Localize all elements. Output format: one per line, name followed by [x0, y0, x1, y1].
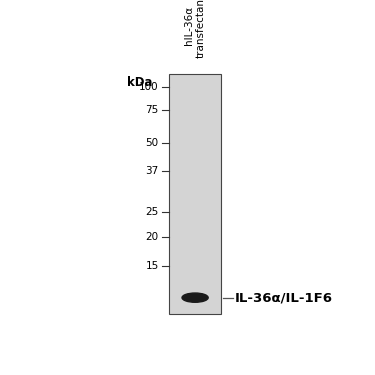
Text: kDa: kDa [127, 76, 153, 89]
Text: 25: 25 [146, 207, 159, 218]
Text: 75: 75 [146, 105, 159, 115]
Ellipse shape [182, 293, 208, 302]
Bar [169, 74, 221, 314]
Text: 50: 50 [146, 138, 159, 148]
Text: IL-36α/IL-1F6: IL-36α/IL-1F6 [234, 291, 332, 304]
Text: 15: 15 [146, 261, 159, 271]
Text: 20: 20 [146, 232, 159, 242]
Text: 100: 100 [139, 82, 159, 92]
Text: hIL-36α
transfectant: hIL-36α transfectant [184, 0, 206, 58]
Text: 37: 37 [146, 166, 159, 176]
